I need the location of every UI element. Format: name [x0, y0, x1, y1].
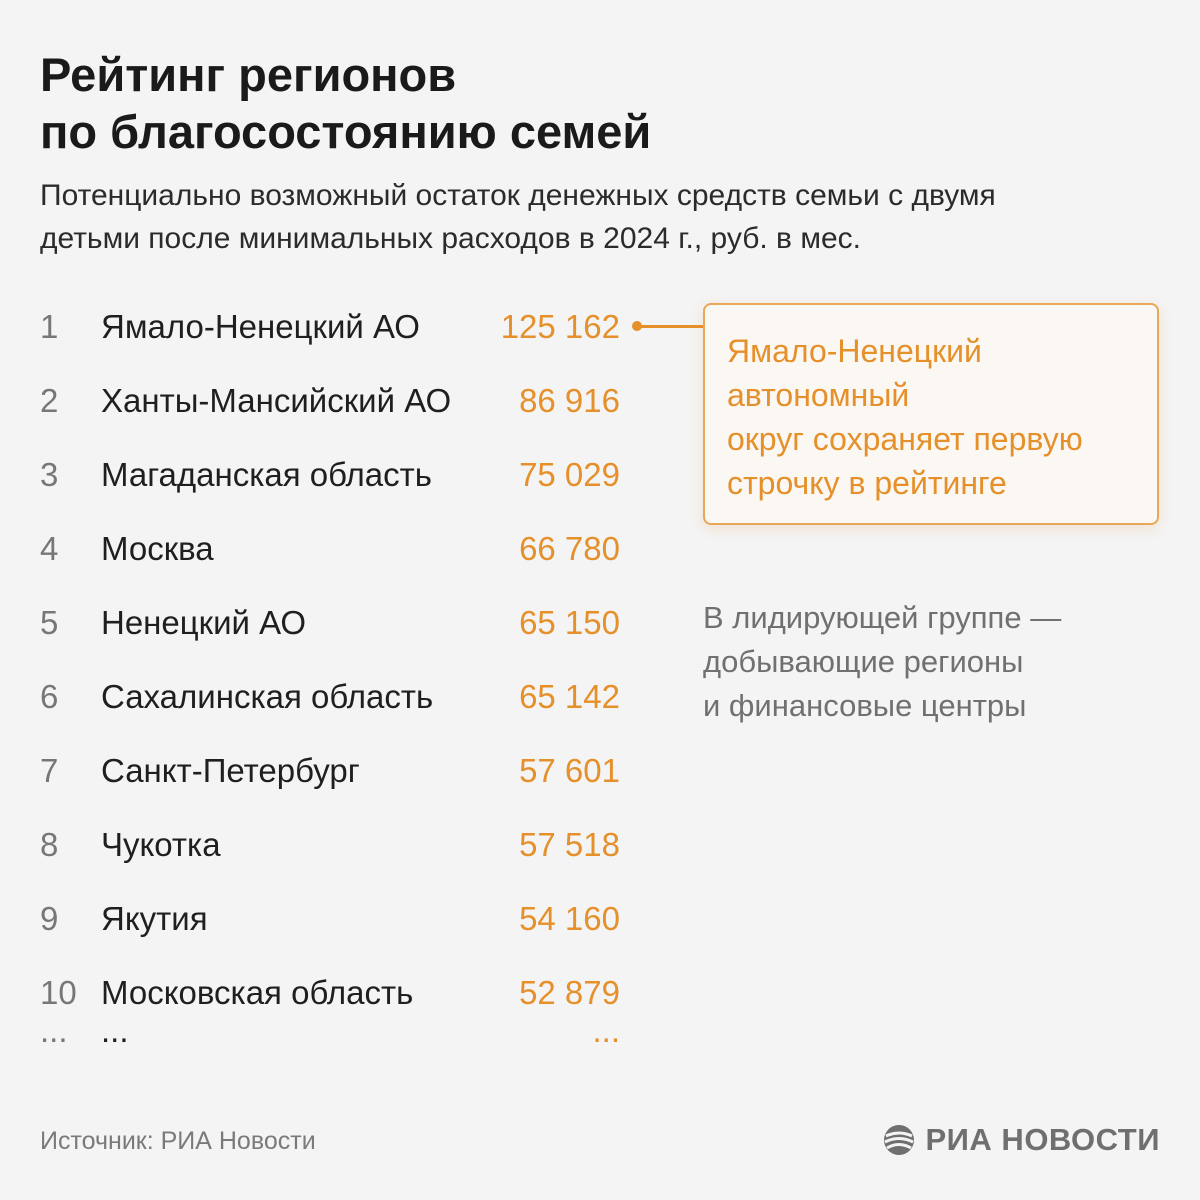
row-region: Магаданская область [101, 456, 432, 493]
row-rank: 2 [40, 382, 59, 419]
table-row: 8 Чукотка 57 518 [0, 810, 660, 884]
callout-line-2: автономный [727, 377, 910, 413]
row-region: Москва [101, 530, 214, 567]
row-value: 57 518 [519, 826, 620, 863]
row-rank: 5 [40, 604, 59, 641]
row-value: 57 601 [519, 752, 620, 789]
table-row-continuation: ......... [0, 1012, 660, 1062]
table-row: 9 Якутия 54 160 [0, 884, 660, 958]
callout-connector-line [636, 325, 704, 328]
callout-text: Ямало-Ненецкий автономный округ сохраняе… [727, 329, 1135, 505]
ria-logo: РИА НОВОСТИ [881, 1122, 1160, 1158]
table-row: 3 Магаданская область 75 029 [0, 440, 660, 514]
note-line-2: добывающие регионы [703, 644, 1024, 679]
row-value: 66 780 [519, 530, 620, 567]
continuation-value: ... [592, 1012, 620, 1049]
title-line-1: Рейтинг регионов [40, 48, 457, 101]
row-region: Ямало-Ненецкий АО [101, 308, 420, 345]
row-region: Санкт-Петербург [101, 752, 360, 789]
row-region: Ненецкий АО [101, 604, 307, 641]
row-rank: 8 [40, 826, 59, 863]
table-row: 1 Ямало-Ненецкий АО 125 162 [0, 292, 660, 366]
row-region: Сахалинская область [101, 678, 434, 715]
table-row: 10 Московская область 52 879 [0, 958, 660, 1032]
row-value: 65 150 [519, 604, 620, 641]
row-region: Чукотка [101, 826, 221, 863]
table-row: 5 Ненецкий АО 65 150 [0, 588, 660, 662]
ria-logo-icon [884, 1125, 915, 1155]
row-rank: 6 [40, 678, 59, 715]
row-rank: 7 [40, 752, 59, 789]
note-line-1: В лидирующей группе — [703, 600, 1062, 635]
callout-box: Ямало-Ненецкий автономный округ сохраняе… [703, 303, 1159, 525]
continuation-rank: ... [40, 1012, 68, 1049]
row-value: 52 879 [519, 974, 620, 1011]
callout-line-4: строчку в рейтинге [727, 465, 1007, 501]
callout-line-3: округ сохраняет первую [727, 421, 1083, 457]
side-note: В лидирующей группе — добывающие регионы… [703, 596, 1163, 728]
table-row: 4 Москва 66 780 [0, 514, 660, 588]
row-value: 65 142 [519, 678, 620, 715]
ria-logo-text: РИА НОВОСТИ [925, 1122, 1160, 1157]
row-rank: 9 [40, 900, 59, 937]
note-line-3: и финансовые центры [703, 688, 1027, 723]
subtitle-line-1: Потенциально возможный остаток денежных … [40, 179, 996, 212]
row-rank: 1 [40, 308, 59, 345]
source-label: Источник: РИА Новости [40, 1127, 316, 1155]
row-region: Якутия [101, 900, 208, 937]
page-subtitle: Потенциально возможный остаток денежных … [40, 174, 1170, 260]
row-region: Ханты-Мансийский АО [101, 382, 452, 419]
row-value: 54 160 [519, 900, 620, 937]
continuation-region: ... [101, 1012, 129, 1049]
title-line-2: по благосостоянию семей [40, 105, 652, 158]
row-value: 86 916 [519, 382, 620, 419]
page-title: Рейтинг регионов по благосостоянию семей [40, 46, 1160, 160]
row-rank: 10 [40, 974, 77, 1011]
callout-line-1: Ямало-Ненецкий [727, 333, 982, 369]
table-row: 7 Санкт-Петербург 57 601 [0, 736, 660, 810]
table-row: 6 Сахалинская область 65 142 [0, 662, 660, 736]
row-value: 125 162 [500, 308, 620, 345]
table-row: 2 Ханты-Мансийский АО 86 916 [0, 366, 660, 440]
row-value: 75 029 [519, 456, 620, 493]
row-region: Московская область [101, 974, 414, 1011]
callout-connector-dot [632, 321, 642, 331]
subtitle-line-2: детьми после минимальных расходов в 2024… [40, 222, 861, 255]
row-rank: 4 [40, 530, 59, 567]
row-rank: 3 [40, 456, 59, 493]
